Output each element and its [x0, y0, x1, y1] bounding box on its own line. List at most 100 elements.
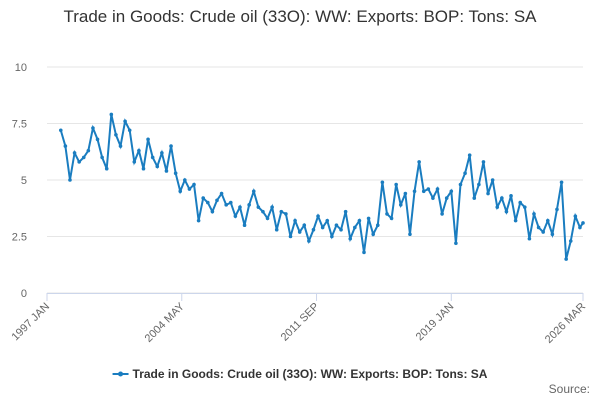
data-point: [362, 250, 366, 255]
data-point: [219, 191, 224, 196]
y-tick-label: 0: [21, 288, 27, 300]
legend-label: Trade in Goods: Crude oil (33O): WW: Exp…: [133, 367, 488, 381]
data-point: [426, 187, 431, 191]
data-point: [256, 205, 261, 209]
data-point: [412, 189, 417, 194]
data-point: [486, 191, 490, 196]
data-point: [375, 223, 380, 227]
data-point: [431, 196, 435, 200]
data-point: [63, 144, 68, 148]
data-point: [559, 180, 564, 185]
y-tick-label: 5: [21, 175, 27, 187]
data-point: [150, 155, 155, 160]
data-point: [302, 223, 307, 227]
data-point: [72, 151, 77, 155]
data-point: [311, 227, 316, 232]
data-point: [173, 171, 178, 176]
data-point: [417, 160, 421, 164]
data-point: [137, 148, 141, 153]
data-point: [183, 178, 187, 182]
data-point: [187, 187, 192, 191]
source: Source:: [549, 382, 590, 396]
data-point: [109, 112, 114, 117]
data-point: [421, 189, 426, 194]
data-point: [141, 166, 146, 171]
data-point: [215, 198, 219, 203]
data-point: [467, 153, 472, 157]
x-tick-label: 2011 SEP: [279, 301, 322, 344]
legend-marker: [118, 371, 124, 377]
data-point: [146, 137, 150, 142]
legend: Trade in Goods: Crude oil (33O): WW: Exp…: [112, 367, 488, 381]
data-point: [550, 232, 555, 237]
data-point: [518, 200, 523, 205]
data-point: [261, 209, 265, 214]
data-point: [251, 189, 256, 194]
data-point: [100, 155, 104, 160]
data-point: [509, 194, 513, 198]
data-point: [463, 171, 467, 176]
data-point: [210, 209, 215, 214]
data-point: [104, 166, 109, 171]
data-point: [91, 126, 95, 130]
data-point: [458, 182, 463, 187]
data-point: [224, 203, 228, 207]
data-point: [504, 209, 509, 214]
data-point: [477, 182, 481, 187]
data-point: [201, 196, 206, 200]
data-point: [394, 182, 398, 187]
data-point: [81, 155, 86, 160]
data-point: [435, 187, 440, 191]
data-point: [536, 225, 541, 230]
data-point: [513, 218, 518, 223]
data-point: [545, 218, 550, 223]
x-tick-label: 2004 MAY: [143, 300, 188, 345]
data-point: [481, 160, 486, 164]
data-point: [343, 209, 348, 214]
data-point: [357, 218, 362, 223]
data-point: [288, 234, 293, 239]
data-point: [523, 205, 527, 209]
data-point: [564, 257, 568, 261]
data-point: [279, 209, 284, 214]
data-point: [316, 214, 320, 218]
data-point: [58, 128, 63, 133]
data-point: [339, 227, 343, 232]
data-point: [127, 128, 132, 133]
data-point: [472, 196, 477, 200]
data-point: [206, 200, 210, 205]
data-point: [238, 205, 242, 209]
data-point: [68, 178, 72, 182]
data-point: [348, 236, 353, 241]
data-point: [247, 203, 251, 207]
data-point: [242, 223, 247, 227]
data-point: [440, 212, 444, 216]
data-point: [169, 144, 173, 148]
data-point: [371, 232, 375, 237]
data-point: [581, 221, 585, 225]
data-point: [270, 205, 274, 209]
data-point: [274, 227, 279, 232]
data-point: [573, 214, 578, 218]
data-point: [380, 180, 385, 185]
data-point: [330, 234, 334, 239]
data-point: [132, 160, 137, 164]
x-tick-label: 1997 JAN: [9, 301, 52, 344]
data-point: [178, 189, 183, 194]
x-tick-label: 2026 MAR: [543, 301, 588, 346]
data-point: [532, 212, 536, 216]
data-point: [408, 232, 412, 237]
data-point: [160, 151, 164, 155]
data-point: [403, 191, 408, 196]
data-point: [118, 144, 123, 148]
data-point: [444, 196, 449, 200]
data-point: [389, 216, 394, 221]
data-point: [454, 241, 458, 246]
data-point: [320, 225, 325, 230]
data-point: [385, 212, 389, 216]
data-point: [307, 239, 311, 243]
x-tick-label: 2019 JAN: [414, 301, 457, 344]
data-point: [490, 178, 495, 182]
